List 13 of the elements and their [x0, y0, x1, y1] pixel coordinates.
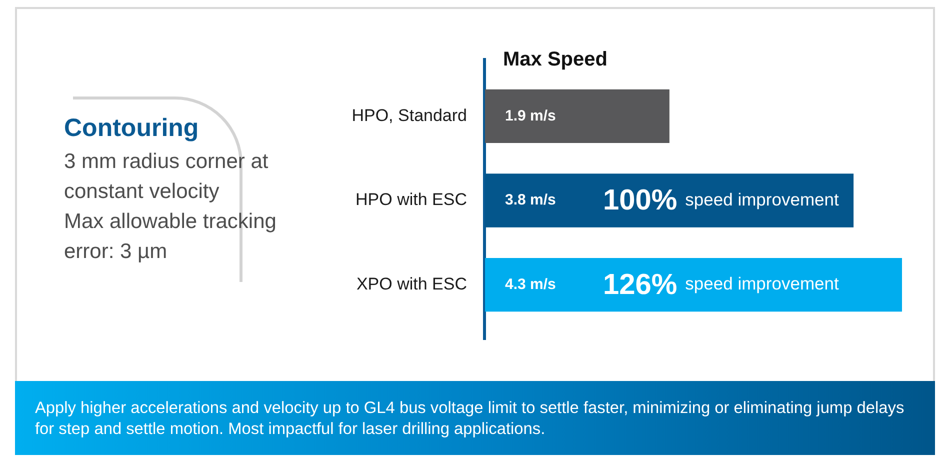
- chart-title: Max Speed: [503, 48, 608, 71]
- y-tick-label: XPO with ESC: [356, 274, 467, 294]
- data-label: 3.8 m/s: [505, 192, 556, 209]
- text: 3 mm radius corner at constant velocity: [64, 149, 270, 205]
- data-label: 4.3 m/s: [505, 276, 556, 293]
- y-tick-label: HPO, Standard: [352, 106, 467, 125]
- banner: Apply higher accelerations and velocity up to GL4 bus voltage limit to settle faster, minimizing or eliminating jump delays for step and settle motion. Most impactful for laser drilling applications.: [15, 381, 935, 455]
- data-label: 1.9 m/s: [505, 107, 556, 124]
- annotation: 100% speed improvement: [603, 184, 839, 216]
- text: Contouring: [64, 114, 199, 143]
- y-tick-label: HPO with ESC: [356, 190, 467, 210]
- text: Max allowable tracking error: 3 µm: [64, 209, 278, 265]
- annotation: 126% speed improvement: [603, 268, 839, 301]
